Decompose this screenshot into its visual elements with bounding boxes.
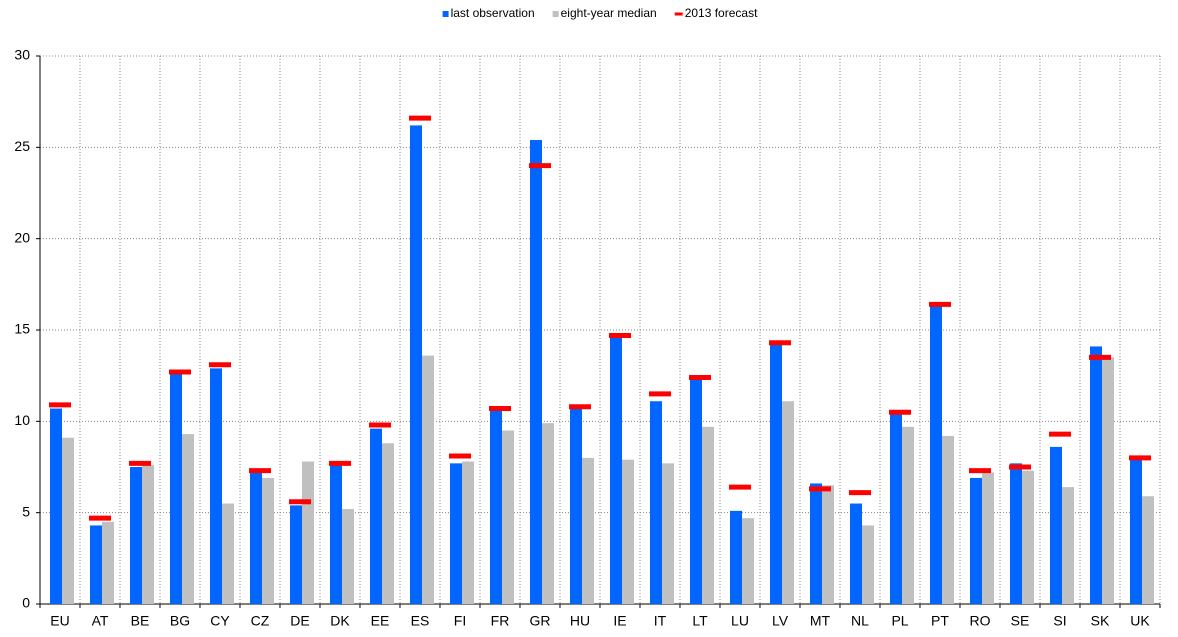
y-tick-label: 30 — [14, 47, 30, 63]
x-tick-label: HU — [570, 613, 590, 629]
legend-swatch — [552, 11, 559, 17]
x-tick-label: SK — [1091, 613, 1110, 629]
bar — [50, 408, 62, 604]
bar — [742, 518, 754, 604]
legend-swatch — [442, 11, 449, 17]
x-tick-label: PL — [891, 613, 908, 629]
bar — [342, 509, 354, 604]
bar — [490, 410, 502, 604]
bar — [502, 430, 514, 604]
x-tick-label: LT — [692, 613, 708, 629]
x-tick-label: EE — [371, 613, 390, 629]
bar — [582, 457, 594, 604]
bar — [182, 434, 194, 604]
y-tick-label: 10 — [14, 412, 30, 428]
x-tick-label: ES — [411, 613, 430, 629]
bar — [330, 465, 342, 604]
bar — [542, 423, 554, 604]
bar — [62, 437, 74, 604]
legend-label: eight-year median — [561, 6, 657, 20]
x-tick-label: DK — [330, 613, 350, 629]
bar — [382, 443, 394, 604]
x-tick-label: NL — [851, 613, 869, 629]
bar — [170, 372, 182, 604]
x-tick-label: BE — [131, 613, 150, 629]
bar — [142, 465, 154, 604]
bar — [730, 510, 742, 604]
y-tick-label: 0 — [22, 595, 30, 611]
bar — [250, 472, 262, 604]
bar — [290, 505, 302, 604]
legend-label: last observation — [451, 6, 535, 20]
bar — [302, 461, 314, 604]
bar — [662, 463, 674, 604]
x-tick-label: UK — [1130, 613, 1150, 629]
bar — [902, 426, 914, 604]
bar — [810, 483, 822, 604]
x-tick-label: GR — [530, 613, 551, 629]
bar — [1142, 496, 1154, 604]
bar — [862, 525, 874, 604]
x-tick-label: IT — [654, 613, 667, 629]
y-tick-label: 20 — [14, 229, 30, 245]
x-tick-label: PT — [931, 613, 949, 629]
bar — [1010, 463, 1022, 604]
y-tick-label: 25 — [14, 138, 30, 154]
bar — [622, 459, 634, 604]
x-tick-label: SE — [1011, 613, 1030, 629]
bar — [650, 401, 662, 604]
x-tick-label: CY — [210, 613, 230, 629]
x-tick-label: LU — [731, 613, 749, 629]
bar — [462, 461, 474, 604]
bar — [770, 342, 782, 604]
bar — [610, 333, 622, 604]
bar — [1022, 470, 1034, 604]
bar — [1062, 487, 1074, 604]
legend-swatch — [674, 12, 683, 16]
x-tick-label: DE — [290, 613, 309, 629]
bar — [942, 435, 954, 604]
bar — [410, 125, 422, 604]
x-tick-label: CZ — [251, 613, 270, 629]
bar — [850, 503, 862, 604]
bar — [210, 368, 222, 604]
x-tick-label: AT — [92, 613, 109, 629]
x-tick-label: EU — [50, 613, 69, 629]
bar — [102, 521, 114, 604]
x-tick-label: BG — [170, 613, 190, 629]
y-tick-label: 5 — [22, 503, 30, 519]
x-tick-label: IE — [613, 613, 626, 629]
bar — [982, 472, 994, 604]
bar — [450, 463, 462, 604]
bar — [422, 355, 434, 604]
bar — [690, 375, 702, 604]
bar — [1102, 357, 1114, 604]
bar — [930, 306, 942, 604]
bar — [370, 428, 382, 604]
bar — [970, 477, 982, 604]
x-tick-label: MT — [810, 613, 831, 629]
x-tick-label: LV — [772, 613, 789, 629]
bar — [822, 485, 834, 604]
bar — [222, 503, 234, 604]
bar — [1050, 446, 1062, 604]
x-tick-label: RO — [970, 613, 991, 629]
bar — [1130, 459, 1142, 604]
x-tick-label: FR — [491, 613, 510, 629]
y-tick-label: 15 — [14, 321, 30, 337]
bar — [570, 408, 582, 604]
bar — [130, 467, 142, 604]
bar — [262, 477, 274, 604]
bar — [890, 412, 902, 604]
bar — [702, 426, 714, 604]
bar — [530, 140, 542, 604]
bar — [782, 401, 794, 604]
bar — [1090, 346, 1102, 604]
x-tick-label: FI — [454, 613, 466, 629]
legend-label: 2013 forecast — [685, 6, 758, 20]
x-tick-label: SI — [1053, 613, 1066, 629]
bar — [90, 525, 102, 604]
